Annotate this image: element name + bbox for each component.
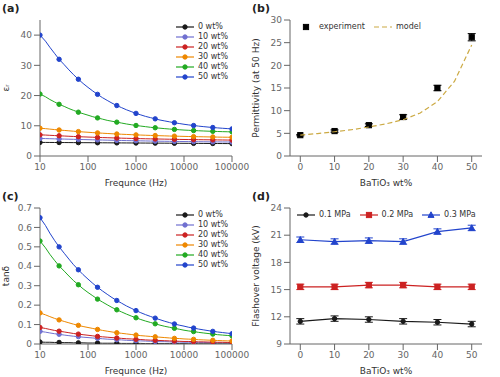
svg-text:BaTiO₃ wt%: BaTiO₃ wt% xyxy=(360,366,413,376)
svg-text:9: 9 xyxy=(276,339,282,349)
html-text:30 wt%: 30 wt% xyxy=(198,52,228,61)
svg-text:Frequnce (Hz): Frequnce (Hz) xyxy=(105,366,168,376)
svg-text:20: 20 xyxy=(271,61,283,71)
svg-text:20: 20 xyxy=(21,91,33,101)
svg-text:40: 40 xyxy=(432,350,444,360)
svg-text:100000: 100000 xyxy=(215,162,250,172)
html-text:experiment: experiment xyxy=(319,22,365,31)
html-text:20 wt%: 20 wt% xyxy=(198,230,228,239)
svg-text:10: 10 xyxy=(34,162,46,172)
html-text:(c): (c) xyxy=(2,190,19,203)
svg-text:30: 30 xyxy=(271,15,283,25)
svg-text:0.2: 0.2 xyxy=(18,300,32,310)
svg-text:0: 0 xyxy=(297,162,303,172)
svg-text:0.6: 0.6 xyxy=(18,223,33,233)
html-text:20 wt%: 20 wt% xyxy=(198,42,228,51)
svg-text:Permittivity (at 50 Hz): Permittivity (at 50 Hz) xyxy=(251,38,261,137)
svg-text:0: 0 xyxy=(26,151,32,161)
svg-text:100000: 100000 xyxy=(215,350,250,360)
svg-text:50: 50 xyxy=(466,162,478,172)
html-text:(a): (a) xyxy=(2,2,20,15)
svg-text:21: 21 xyxy=(271,230,282,240)
svg-text:25: 25 xyxy=(271,38,282,48)
svg-text:10000: 10000 xyxy=(170,162,199,172)
html-text:0 wt%: 0 wt% xyxy=(198,210,223,219)
html-text:30 wt%: 30 wt% xyxy=(198,240,228,249)
svg-text:0: 0 xyxy=(276,151,282,161)
svg-text:20: 20 xyxy=(363,350,375,360)
svg-text:0: 0 xyxy=(26,339,32,349)
html-text:10 wt%: 10 wt% xyxy=(198,220,228,229)
svg-text:15: 15 xyxy=(271,83,282,93)
svg-text:tanδ: tanδ xyxy=(8,265,11,286)
svg-text:40: 40 xyxy=(21,30,33,40)
svg-text:1000: 1000 xyxy=(125,350,148,360)
svg-text:12: 12 xyxy=(271,312,282,322)
html-text:0 wt%: 0 wt% xyxy=(198,22,223,31)
svg-text:10: 10 xyxy=(329,162,341,172)
svg-text:10: 10 xyxy=(271,106,283,116)
svg-text:BaTiO₃ wt%: BaTiO₃ wt% xyxy=(360,178,413,188)
html-text:model: model xyxy=(396,22,421,31)
svg-text:20: 20 xyxy=(363,162,375,172)
svg-text:Flashover voltage (kV): Flashover voltage (kV) xyxy=(251,225,261,326)
svg-text:30: 30 xyxy=(397,350,409,360)
html-text:40 wt%: 40 wt% xyxy=(198,250,228,259)
svg-text:0.1: 0.1 xyxy=(18,320,32,330)
html-text:0.2 MPa: 0.2 MPa xyxy=(381,210,414,219)
svg-text:Frequnce (Hz): Frequnce (Hz) xyxy=(105,178,168,188)
html-text:50 wt%: 50 wt% xyxy=(198,260,228,269)
svg-text:10: 10 xyxy=(21,121,33,131)
html-text:0.1 MPa: 0.1 MPa xyxy=(319,210,351,219)
html-text:10 wt%: 10 wt% xyxy=(198,32,228,41)
svg-text:10: 10 xyxy=(329,350,341,360)
svg-text:0: 0 xyxy=(297,350,303,360)
svg-text:0.7: 0.7 xyxy=(18,203,32,213)
html-text:(d): (d) xyxy=(252,190,270,203)
html-text:0.3 MPa: 0.3 MPa xyxy=(444,210,476,219)
svg-text:10: 10 xyxy=(34,350,46,360)
svg-text:1000: 1000 xyxy=(125,162,148,172)
html-text:(b): (b) xyxy=(252,2,270,15)
svg-text:0.4: 0.4 xyxy=(18,261,33,271)
svg-text:100: 100 xyxy=(79,350,96,360)
svg-text:24: 24 xyxy=(271,203,283,213)
svg-text:15: 15 xyxy=(271,285,282,295)
html-text:40 wt%: 40 wt% xyxy=(198,62,228,71)
svg-text:40: 40 xyxy=(432,162,444,172)
svg-text:10000: 10000 xyxy=(170,350,199,360)
svg-text:30: 30 xyxy=(21,61,33,71)
svg-text:0.3: 0.3 xyxy=(18,281,32,291)
svg-text:εᵣ: εᵣ xyxy=(8,84,11,92)
svg-text:50: 50 xyxy=(466,350,478,360)
svg-text:5: 5 xyxy=(276,129,282,139)
svg-text:30: 30 xyxy=(397,162,409,172)
svg-text:100: 100 xyxy=(79,162,96,172)
html-text:50 wt%: 50 wt% xyxy=(198,72,228,81)
svg-text:0.5: 0.5 xyxy=(18,242,32,252)
svg-text:18: 18 xyxy=(271,258,283,268)
